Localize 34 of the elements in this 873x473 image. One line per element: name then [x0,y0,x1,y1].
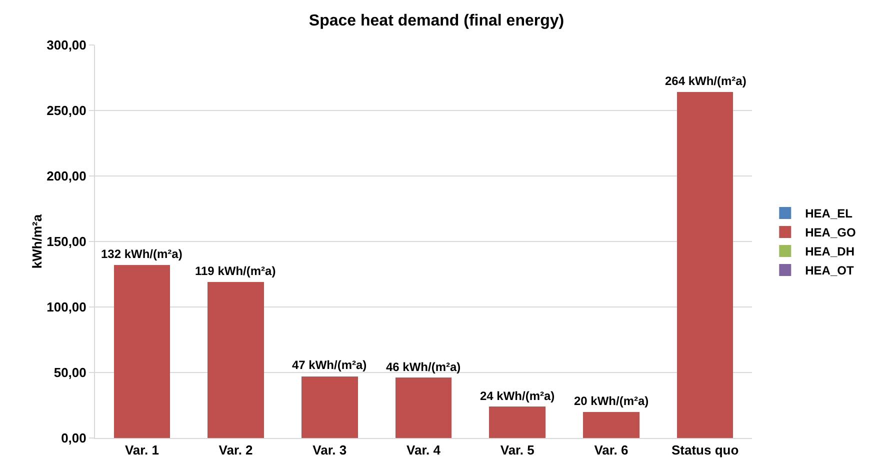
x-tick-label: Var. 2 [218,442,253,458]
legend-label: HEA_EL [805,206,852,221]
bar [489,406,546,438]
total-label: 47 kWh/(m²a) [292,358,367,372]
bar [676,92,734,438]
y-tick-label: 200,00 [46,168,86,184]
total-label: 132 kWh/(m²a) [101,247,182,261]
x-tick-label: Status quo [671,442,739,458]
total-label: 119 kWh/(m²a) [195,264,276,278]
y-tick-label: 0,00 [61,430,86,446]
y-axis-title: kWh/m²a [30,214,45,269]
x-tick-label: Var. 4 [406,442,442,458]
bar [208,282,264,438]
y-tick-label: 150,00 [46,234,86,250]
total-label: 24 kWh/(m²a) [480,389,555,403]
y-tick-label: 100,00 [46,300,86,315]
x-tick-label: Var. 6 [594,442,628,458]
x-tick-label: Var. 5 [500,442,534,458]
y-tick-label: 50,00 [54,365,86,380]
bar [114,265,170,438]
bar [395,378,452,438]
legend-label: HEA_GO [805,226,856,240]
bar [301,376,358,438]
legend-label: HEA_OT [805,264,854,278]
y-tick-label: 300,00 [46,38,86,53]
legend-label: HEA_DH [805,244,854,259]
total-label: 264 kWh/(m²a) [665,74,746,88]
x-tick-label: Var. 3 [312,442,347,458]
bar [583,412,640,438]
chart-title: Space heat demand (final energy) [308,12,564,30]
total-label: 46 kWh/(m²a) [386,360,461,374]
total-label: 20 kWh/(m²a) [574,394,649,408]
x-tick-label: Var. 1 [124,442,159,458]
y-tick-label: 250,00 [46,103,86,118]
